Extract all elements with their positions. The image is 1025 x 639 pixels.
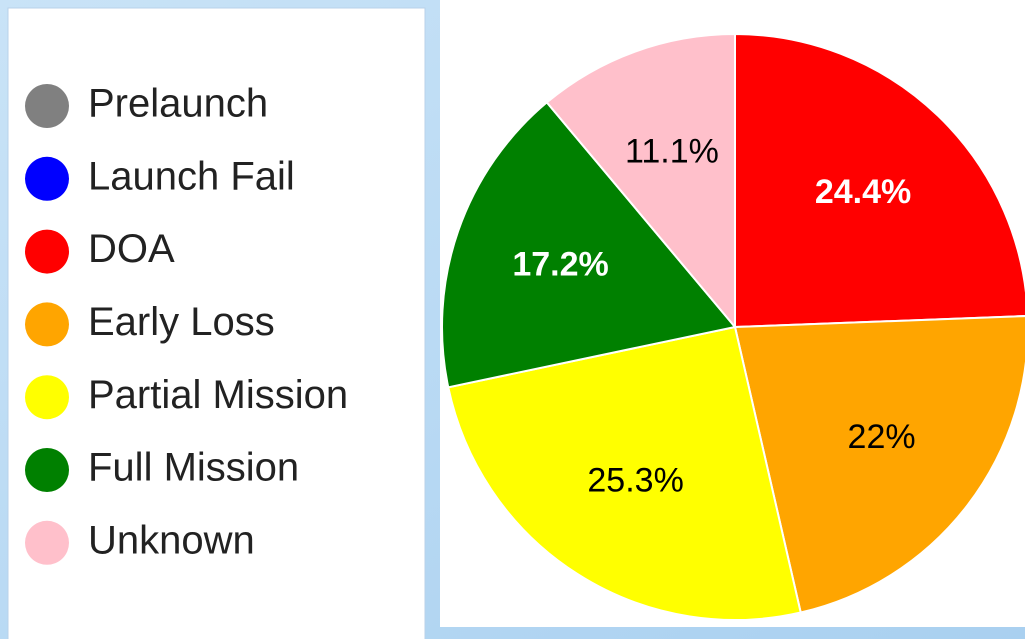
legend: Prelaunch Launch Fail DOA Early Loss Partial…	[25, 82, 348, 565]
slice-label: 24.4%	[815, 173, 911, 211]
pie-slice	[441, 101, 737, 389]
legend-label: DOA	[88, 227, 175, 271]
pie-slice	[447, 325, 802, 621]
legend-label: Prelaunch	[88, 82, 268, 126]
slice-label: 11.1%	[625, 133, 719, 171]
legend-swatch	[25, 302, 69, 347]
legend-label: Unknown	[88, 518, 255, 562]
pie-slice	[734, 32, 1025, 329]
legend-label: Partial Mission	[88, 373, 348, 417]
legend-swatch	[25, 520, 69, 565]
pie: 24.4% 22% 25.3% 17.2% 11.1%	[441, 32, 1025, 621]
pie-slice	[545, 32, 736, 330]
legend-swatch	[25, 156, 69, 201]
slice-label: 25.3%	[587, 462, 683, 500]
pie-slice	[733, 315, 1025, 614]
legend-label: Full Mission	[88, 446, 299, 490]
legend-panel	[7, 7, 426, 639]
legend-swatch	[25, 229, 69, 274]
legend-label: Launch Fail	[88, 154, 295, 198]
legend-swatch	[25, 375, 69, 420]
legend-swatch	[25, 448, 69, 492]
legend-label: Early Loss	[88, 300, 275, 344]
slice-label: 17.2%	[512, 246, 608, 284]
slice-label: 22%	[848, 418, 916, 456]
legend-swatch	[25, 84, 69, 128]
